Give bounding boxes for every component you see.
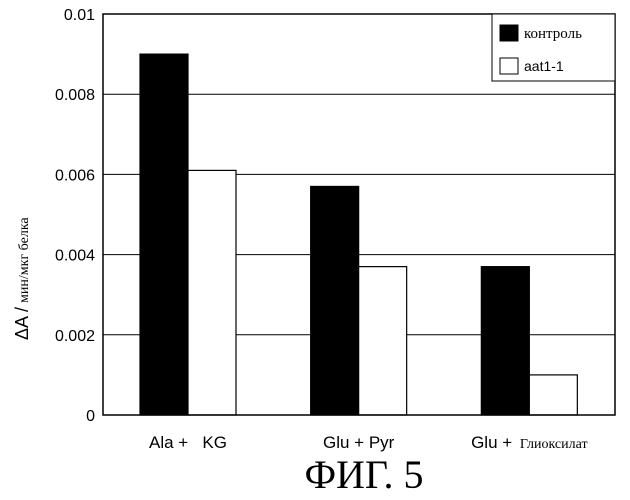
y-tick-label: 0.01	[64, 7, 95, 24]
x-category-label: Ala + KG	[149, 433, 227, 452]
y-tick-labels: 0 0.002 0.004 0.006 0.008 0.01	[55, 7, 95, 425]
legend-label-control: контроль	[524, 26, 582, 42]
y-tick-label: 0.008	[55, 87, 95, 104]
bar-aat1-1-0	[188, 170, 236, 415]
x-category-label: Glu + Глиоксилат	[471, 433, 587, 452]
legend: контроль aat1-1	[492, 14, 615, 81]
y-axis-label-main: ΔA /	[12, 307, 32, 340]
bar-aat1-1-2	[529, 375, 577, 415]
bar-aat1-1-1	[359, 267, 407, 415]
y-tick-label: 0.006	[55, 167, 95, 184]
bars	[140, 54, 577, 415]
y-tick-label: 0.004	[55, 248, 95, 265]
legend-swatch-control	[500, 25, 518, 41]
bar-control-0	[140, 54, 188, 415]
x-category-label: Glu + Pyr	[323, 433, 395, 452]
x-category-labels: Ala + KG Glu + Pyr Glu + Глиоксилат	[149, 433, 588, 452]
y-tick-label: 0.002	[55, 328, 95, 345]
y-axis-label-unit: мин/мкг белка	[17, 217, 32, 303]
legend-swatch-aat1-1	[500, 58, 518, 74]
legend-label-aat1-1: aat1-1	[524, 58, 564, 74]
bar-control-2	[481, 267, 529, 415]
figure-caption: ФИГ. 5	[304, 452, 423, 497]
y-axis-label: ΔA / мин/мкг белка	[12, 217, 32, 340]
y-tick-label: 0	[86, 408, 95, 425]
bar-control-1	[311, 186, 359, 415]
